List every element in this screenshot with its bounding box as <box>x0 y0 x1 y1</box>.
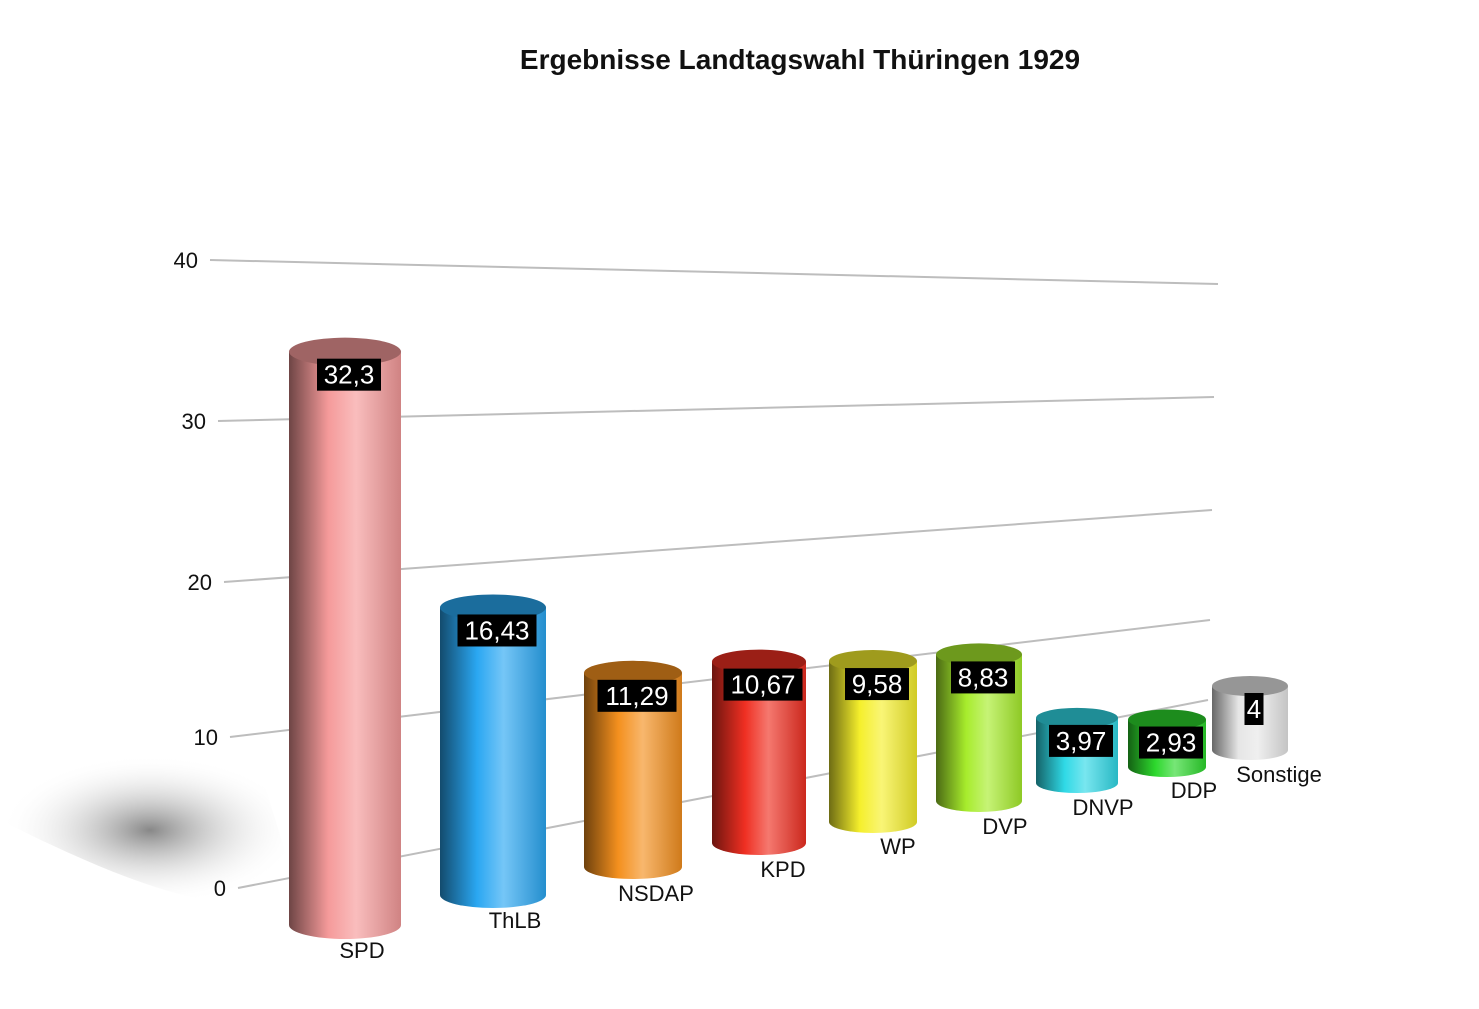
value-label-box <box>317 358 381 391</box>
value-label-box <box>1139 726 1203 759</box>
category-label: DNVP <box>1072 795 1133 820</box>
y-tick-label: 10 <box>194 725 218 750</box>
value-label-box <box>1244 693 1264 725</box>
category-label: SPD <box>339 938 384 963</box>
category-label: Sonstige <box>1236 762 1322 787</box>
value-label-box <box>457 614 537 647</box>
category-label: DVP <box>982 814 1027 839</box>
bar-top-sonstige <box>1212 676 1288 696</box>
bar-top-ddp <box>1128 709 1206 730</box>
y-tick-label: 20 <box>188 570 212 595</box>
bar-wp <box>829 661 917 833</box>
data-label: 32,3 <box>324 360 375 390</box>
bar-spd <box>289 351 401 939</box>
bar-top-thlb <box>440 594 546 621</box>
bar-top-nsdap <box>584 660 682 685</box>
value-label-box <box>1049 724 1113 757</box>
data-label: 8,83 <box>958 662 1009 692</box>
bar-dvp <box>936 654 1022 812</box>
chart-title: Ergebnisse Landtagswahl Thüringen 1929 <box>519 44 1081 75</box>
floor-shadow <box>0 755 300 906</box>
data-label: 9,58 <box>852 669 903 699</box>
data-label: 2,93 <box>1146 728 1197 758</box>
data-label: 4 <box>1247 694 1261 724</box>
data-label: 16,43 <box>464 615 529 645</box>
category-label: DDP <box>1171 778 1217 803</box>
category-label: KPD <box>760 857 805 882</box>
y-tick-label: 30 <box>182 409 206 434</box>
bar-thlb <box>440 607 546 908</box>
bar-nsdap <box>584 672 682 879</box>
data-label: 10,67 <box>730 670 795 700</box>
bar-top-kpd <box>712 649 806 674</box>
category-label: NSDAP <box>618 881 694 906</box>
category-label: ThLB <box>489 908 542 933</box>
bar-kpd <box>712 661 806 855</box>
data-label: 3,97 <box>1056 726 1107 756</box>
value-label-box <box>845 668 909 701</box>
y-tick-label: 40 <box>174 248 198 273</box>
value-label-box <box>597 679 677 712</box>
y-tick-label: 0 <box>214 876 226 901</box>
bar-top-dnvp <box>1036 707 1118 728</box>
bar-top-dvp <box>936 643 1022 666</box>
value-label-box <box>951 661 1015 694</box>
category-label: WP <box>880 834 915 859</box>
gridline <box>209 259 1219 285</box>
data-label: 11,29 <box>605 681 668 711</box>
bar-top-wp <box>829 650 917 673</box>
value-label-box <box>723 668 803 701</box>
